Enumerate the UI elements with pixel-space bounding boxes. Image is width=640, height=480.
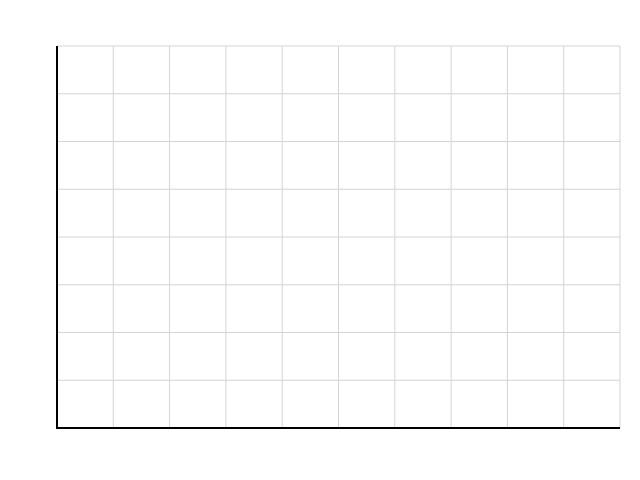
grid — [57, 45, 621, 428]
